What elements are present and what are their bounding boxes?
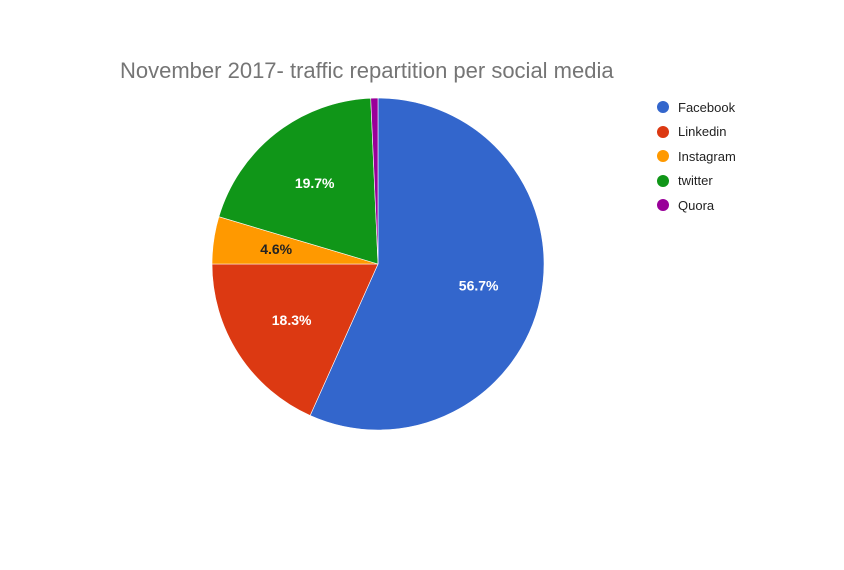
pie-label: 18.3% bbox=[272, 312, 312, 328]
legend-dot-icon bbox=[657, 199, 669, 212]
legend-item-twitter[interactable]: twitter bbox=[657, 169, 736, 194]
legend-item-linkedin[interactable]: Linkedin bbox=[657, 120, 736, 145]
legend-label: Facebook bbox=[678, 99, 736, 115]
pie-labels: 56.7% 18.3% 4.6% 19.7% bbox=[260, 175, 499, 328]
legend-label: twitter bbox=[678, 173, 713, 189]
pie-slice-facebook[interactable] bbox=[309, 97, 545, 431]
legend: Facebook Linkedin Instagram twitter Quor… bbox=[657, 95, 736, 218]
pie-slice-twitter[interactable] bbox=[218, 97, 379, 265]
legend-dot-icon bbox=[657, 125, 669, 138]
pie-slice-linkedin[interactable] bbox=[211, 263, 379, 416]
legend-dot-icon bbox=[657, 150, 669, 163]
legend-dot-icon bbox=[657, 101, 669, 114]
pie-slice-quora[interactable] bbox=[370, 97, 379, 265]
legend-label: Instagram bbox=[678, 148, 736, 164]
chart-title: November 2017- traffic repartition per s… bbox=[120, 58, 614, 83]
legend-item-facebook[interactable]: Facebook bbox=[657, 95, 736, 120]
pie-label: 56.7% bbox=[459, 278, 499, 294]
legend-label: Linkedin bbox=[678, 124, 727, 140]
pie-label: 19.7% bbox=[295, 175, 335, 191]
legend-item-instagram[interactable]: Instagram bbox=[657, 144, 736, 169]
pie-label: 4.6% bbox=[260, 241, 292, 257]
legend-label: Quora bbox=[678, 197, 715, 213]
legend-dot-icon bbox=[657, 174, 669, 187]
legend-item-quora[interactable]: Quora bbox=[657, 193, 736, 218]
pie-slices bbox=[211, 97, 545, 431]
